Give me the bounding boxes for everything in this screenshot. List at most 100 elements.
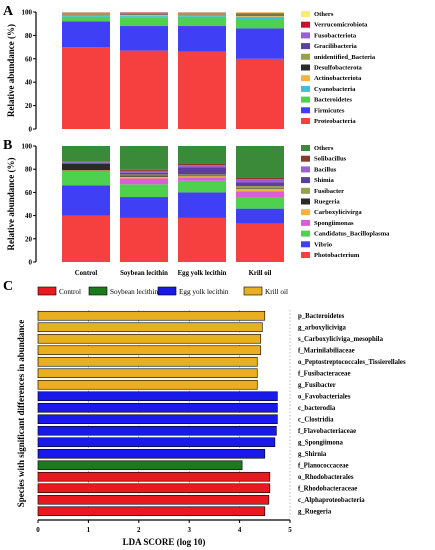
taxon-label-p-bacteroidetes: p_Bacteroidetes [298,313,345,320]
bar-segment-bacillus-krill-oil [236,179,284,183]
legend-label-verrucomicrobiota: Verrucomicrobiota [314,22,368,29]
legend-label-desulfobacterota: Desulfobacterota [314,65,363,72]
bar-segment-actinobacteriota-control [62,14,110,15]
lda-bar-f-flavobacteriaceae [37,425,277,436]
taxon-label-g-spongiimona: g_Spongiimona [298,440,344,447]
bar-segment-firmicutes-control [62,21,110,48]
legend-swatch-verrucomicrobiota [301,21,310,28]
bar-segment-actinobacteriota-krill-oil [236,15,284,17]
y-tick-label: 0 [29,259,33,267]
taxon-label-c-alphaproteobacteria: c_Alphaproteobacteria [298,497,365,504]
legend-swatch-solibacillus [301,155,310,162]
bar-segment-candidatus-bacilloplasma-soybean-lecithin [120,184,168,198]
taxon-label-f-marinilabiliaceae: f_Marinilabiliaceae [298,348,355,355]
bar-segment-photobacterium-control [62,215,110,262]
panel-a-phylum-abundance: A 0 20 40 60 80 100 Relative abundance (%) Other… [3,4,376,134]
bar-segment-ruegeria-soybean-lecithin [120,175,168,177]
bar-segment-actinobacteriota-soybean-lecithin [120,14,168,17]
y-axis-title: Species with significant differences in … [16,320,26,508]
legend-label-shimia: Shimia [314,177,334,184]
bar-segment-unidentified-bacteria-krill-oil [236,13,284,15]
legend-label-others: Others [314,145,334,152]
lda-bar-f-rhodobacteraceae [37,483,271,494]
bar-segment-vibrio-soybean-lecithin [120,197,168,218]
legend-swatch-gracilibacteria [301,43,310,50]
x-tick-label: 3 [187,526,191,534]
bar-segment-carboxylicivirga-egg-yolk-lecithin [178,176,226,178]
bar-segment-photobacterium-egg-yolk-lecithin [178,217,226,262]
x-tick-label: 0 [36,526,40,534]
legend-swatch-unidentified-bacteria [301,53,310,60]
x-tick-label: 4 [238,526,242,534]
bar-segment-desulfobacterota-soybean-lecithin [120,14,168,15]
y-tick-label: 40 [25,212,33,220]
taxon-label-g-shirnia: g_Shirnia [298,451,327,458]
lda-bar-o-favobacteriales [37,391,278,402]
x-category-label-egg-yolk-lecithin: Egg yolk lecithin [178,270,227,277]
bar-segment-vibrio-egg-yolk-lecithin [178,192,226,218]
bar-segment-solibacillus-egg-yolk-lecithin [178,163,226,166]
bar-segment-proteobacteria-egg-yolk-lecithin [178,51,226,129]
y-axis-title: Relative abundance (%) [6,24,16,117]
legend-label-cyanobacteria: Cyanobacteria [314,86,356,93]
lda-bar-p-bacteroidetes [37,310,266,321]
bar-segment-ruegeria-control [62,163,110,171]
taxon-label-c-clostridia: c_Clostridia [298,417,334,424]
legend-label-unidentified-bacteria: unidentified_Bacteria [314,54,376,61]
bar-segment-fusibacter-control [62,162,110,164]
lda-bar-f-marinilabiliaceae [37,345,262,356]
x-category-label-krill-oil: Krill oil [249,270,272,277]
legend-label-carboxylicivirga: Carboxylicivirga [314,209,362,216]
panel-c-lda-scores: C Control Soybean lecithin Egg yolk lecithi… [3,279,406,547]
bar-segment-spongiimonas-control [62,170,110,172]
lda-bar-c-alphaproteobacteria [37,494,270,505]
y-tick-label: 80 [25,166,33,174]
taxon-label-g-fusibacter: g_Fusibacter [298,382,336,389]
y-tick-label: 100 [22,9,33,17]
group-legend-label-egg-yolk-lecithin: Egg yolk lecithin [179,288,229,296]
bar-segment-unidentified-bacteria-control [62,13,110,14]
bar-segment-bacillus-egg-yolk-lecithin [178,165,226,168]
bar-segment-bacillus-soybean-lecithin [120,170,168,173]
legend-label-fusobacteriota: Fusobacteriota [314,32,357,39]
panel-letter-a: A [3,4,14,19]
legend-swatch-cyanobacteria [301,85,310,92]
bar-segment-desulfobacterota-control [62,13,110,15]
bar-segment-carboxylicivirga-krill-oil [236,188,284,192]
bar-segment-shimia-egg-yolk-lecithin [178,167,226,175]
bar-segment-shimia-control [62,162,110,163]
group-legend-label-control: Control [59,288,81,296]
bar-segment-spongiimonas-egg-yolk-lecithin [178,177,226,181]
lda-bar-g-spongiimona [37,437,276,448]
lda-bar-s-carboxyliciviga-mesophila [37,333,262,344]
bar-segment-gracilibacteria-soybean-lecithin [120,13,168,14]
legend-label-ruegeria: Ruegeria [314,199,340,206]
group-legend-swatch-krill-oil [243,286,263,296]
legend-label-others: Others [314,11,334,18]
y-tick-label: 20 [25,102,33,110]
taxon-label-s-carboxyliciviga-mesophila: s_Carboxyliciviga_mesophila [298,336,384,343]
legend-swatch-fusibacter [301,187,310,194]
bar-segment-vibrio-control [62,185,110,216]
bar-segment-firmicutes-egg-yolk-lecithin [178,26,226,52]
lda-bar-g-shirnia [37,448,266,459]
legend-swatch-desulfobacterota [301,64,310,71]
bar-segment-solibacillus-soybean-lecithin [120,169,168,171]
taxon-label-f-planococcaceae: f_Planococcaceae [298,463,349,470]
bar-segment-cyanobacteria-control [62,14,110,17]
bar-segment-spongiimonas-soybean-lecithin [120,178,168,185]
bar-segment-spongiimonas-krill-oil [236,191,284,198]
bar-segment-firmicutes-krill-oil [236,28,284,59]
bar-segment-solibacillus-control [62,161,110,162]
bar-segment-bacteroidetes-egg-yolk-lecithin [178,16,226,27]
bar-segment-photobacterium-krill-oil [236,223,284,262]
bar-segment-proteobacteria-soybean-lecithin [120,50,168,129]
legend-label-vibrio: Vibrio [314,241,333,248]
bar-segment-proteobacteria-control [62,47,110,129]
taxon-label-c-bacterodia: c_bacterodia [298,405,336,412]
y-tick-label: 40 [25,79,33,87]
legend-label-gracilibacteria: Gracilibacteria [314,43,358,50]
taxon-label-o-peptostreptococcales-tissierellales: o_Peptostreptococcales_Tissierellales [298,359,406,366]
bar-segment-unidentified-bacteria-soybean-lecithin [120,13,168,15]
taxon-label-g-ruegeria: g_Ruegeria [298,509,332,516]
